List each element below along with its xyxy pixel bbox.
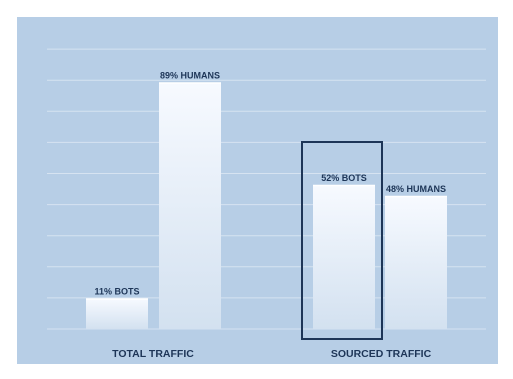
- bar-48-humans: [385, 196, 447, 329]
- bar-52-bots: [313, 185, 375, 329]
- bar-value-label: 11% BOTS: [94, 287, 139, 297]
- category-label: TOTAL TRAFFIC: [112, 348, 194, 360]
- bar-value-label: 52% BOTS: [321, 173, 367, 183]
- category-labels: TOTAL TRAFFIC SOURCED TRAFFIC: [112, 348, 431, 360]
- bar-value-label: 89% HUMANS: [160, 70, 220, 80]
- bars: [86, 82, 447, 329]
- bar-11-bots: [86, 299, 148, 329]
- category-label: SOURCED TRAFFIC: [331, 348, 432, 360]
- bar-value-label: 48% HUMANS: [386, 184, 446, 194]
- bar-89-humans: [159, 82, 221, 329]
